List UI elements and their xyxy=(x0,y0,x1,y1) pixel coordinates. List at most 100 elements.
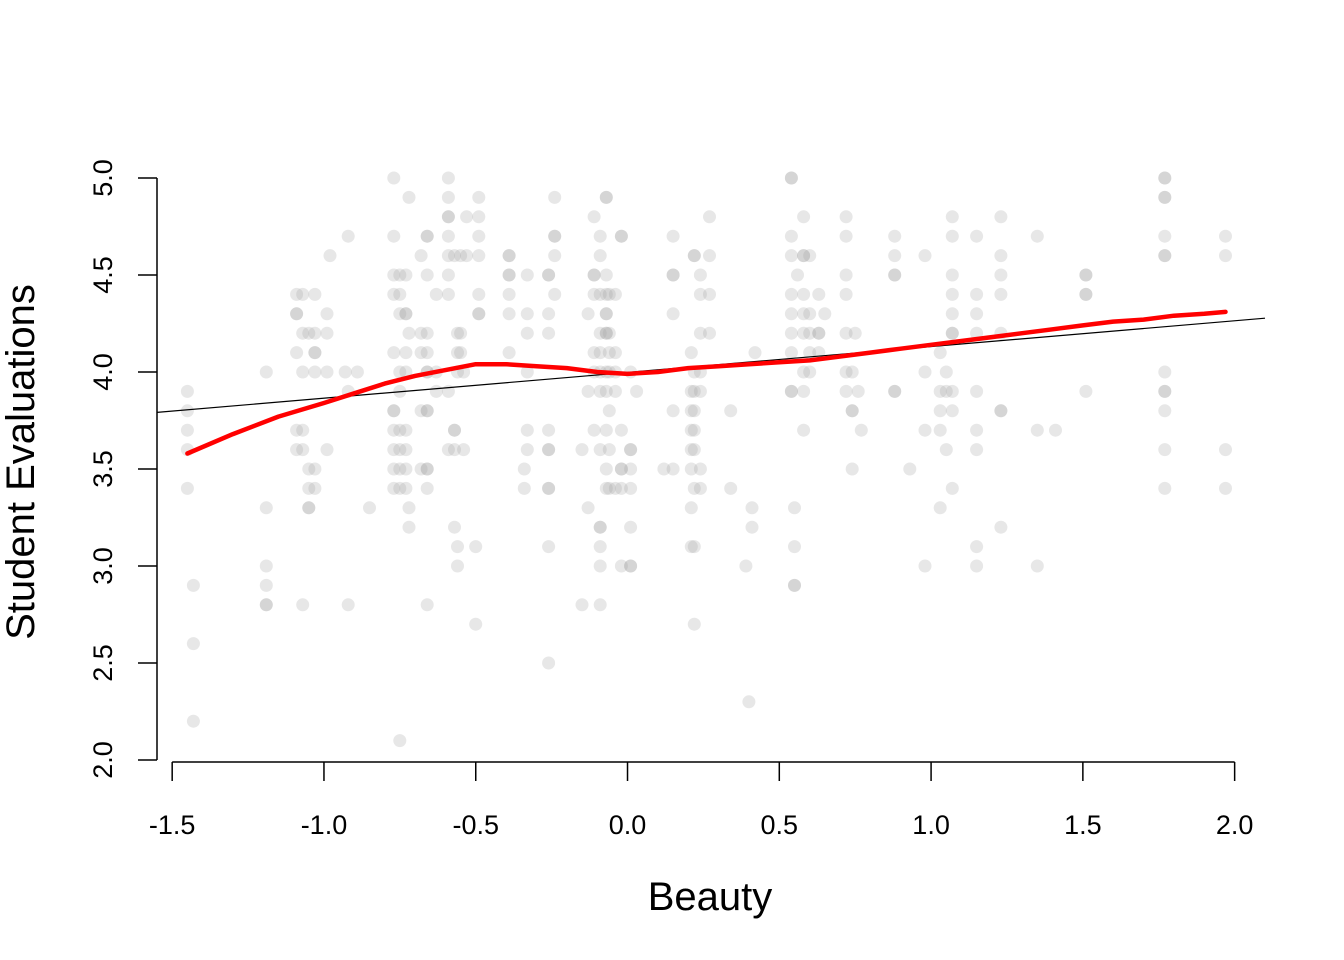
data-point xyxy=(693,326,707,340)
data-point xyxy=(259,598,273,612)
data-point xyxy=(666,229,680,243)
data-point xyxy=(402,190,416,204)
data-point xyxy=(1158,229,1172,243)
data-point xyxy=(548,249,562,263)
data-point xyxy=(323,249,337,263)
data-point xyxy=(1158,384,1172,398)
data-point xyxy=(933,501,947,515)
data-point xyxy=(797,365,811,379)
data-point xyxy=(666,404,680,418)
data-point xyxy=(454,346,468,360)
data-point xyxy=(1219,229,1232,243)
data-point xyxy=(420,346,434,360)
data-point xyxy=(970,229,984,243)
data-point xyxy=(903,462,917,476)
data-point xyxy=(451,559,464,573)
data-point xyxy=(684,462,698,476)
data-point xyxy=(784,287,798,301)
data-point xyxy=(414,326,428,340)
data-point xyxy=(784,384,798,398)
data-point xyxy=(581,307,595,321)
data-point xyxy=(472,229,486,243)
data-point xyxy=(851,384,865,398)
data-point xyxy=(845,404,859,418)
data-point xyxy=(420,229,434,243)
data-point xyxy=(797,326,811,340)
data-point xyxy=(302,501,316,515)
data-point xyxy=(687,404,701,418)
data-point xyxy=(684,540,698,554)
data-point xyxy=(845,462,859,476)
data-point xyxy=(393,287,407,301)
data-point xyxy=(302,326,316,340)
data-point xyxy=(945,404,959,418)
data-point xyxy=(548,190,562,204)
data-point xyxy=(687,540,701,554)
data-point xyxy=(469,617,483,631)
data-point xyxy=(848,326,862,340)
data-point xyxy=(542,656,556,670)
data-point xyxy=(784,384,798,398)
data-point xyxy=(693,481,707,495)
data-point xyxy=(1158,404,1172,418)
data-point xyxy=(290,307,304,321)
data-point xyxy=(1030,423,1044,437)
data-point xyxy=(839,326,853,340)
data-point xyxy=(703,287,716,301)
x-tick-label: 1.0 xyxy=(912,810,950,840)
data-point xyxy=(363,501,376,515)
data-point xyxy=(803,346,817,360)
data-point xyxy=(684,443,698,457)
data-point xyxy=(784,249,798,263)
data-point xyxy=(1219,481,1232,495)
data-point xyxy=(791,268,804,282)
data-point xyxy=(451,326,464,340)
data-point xyxy=(399,346,413,360)
data-point xyxy=(448,249,461,263)
data-point xyxy=(387,481,401,495)
data-point xyxy=(687,423,701,437)
data-point xyxy=(803,249,817,263)
data-point xyxy=(888,249,902,263)
data-point xyxy=(593,520,607,534)
data-point xyxy=(748,346,762,360)
data-point xyxy=(845,404,859,418)
data-point xyxy=(945,481,959,495)
data-point xyxy=(1158,249,1172,263)
data-point xyxy=(599,462,613,476)
x-tick-label: 0.0 xyxy=(609,810,647,840)
data-point xyxy=(460,249,474,263)
data-point xyxy=(970,559,984,573)
data-point xyxy=(520,365,534,379)
data-point xyxy=(457,443,471,457)
data-point xyxy=(393,268,407,282)
data-point xyxy=(687,249,701,263)
x-tick-label: 0.5 xyxy=(761,810,799,840)
data-point xyxy=(393,443,407,457)
data-point xyxy=(1158,443,1172,457)
data-point xyxy=(888,268,902,282)
x-tick-label: -1.0 xyxy=(301,810,348,840)
data-point xyxy=(441,190,455,204)
data-point xyxy=(542,307,556,321)
data-point xyxy=(599,307,613,321)
data-point xyxy=(666,268,680,282)
data-point xyxy=(402,520,416,534)
data-point xyxy=(839,365,853,379)
data-point xyxy=(472,287,486,301)
data-point xyxy=(945,268,959,282)
data-point xyxy=(745,520,759,534)
data-point xyxy=(186,637,200,651)
data-point xyxy=(994,210,1008,224)
data-point xyxy=(575,598,589,612)
data-point xyxy=(970,443,984,457)
data-point xyxy=(784,326,798,340)
data-point xyxy=(302,462,316,476)
data-point xyxy=(1158,171,1172,185)
data-point xyxy=(548,229,562,243)
data-point xyxy=(302,501,316,515)
data-point xyxy=(420,598,434,612)
data-point xyxy=(994,404,1008,418)
data-point xyxy=(290,287,304,301)
